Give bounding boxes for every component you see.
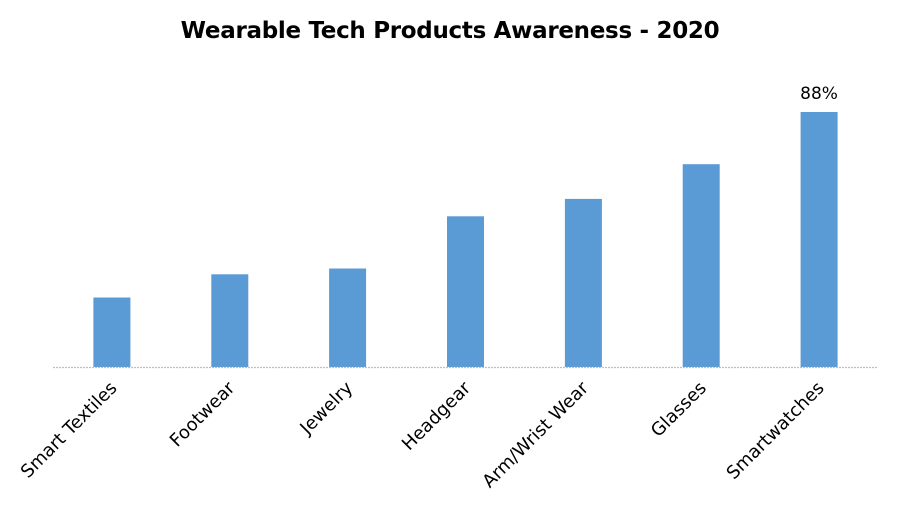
bar-jewelry — [329, 268, 367, 367]
x-tick-label-jewelry: Jewelry — [295, 377, 357, 439]
bar-smart-textiles — [93, 297, 131, 367]
bar-footwear — [211, 274, 249, 367]
data-label-smartwatches: 88% — [800, 84, 838, 104]
x-tick-label-arm-wrist-wear: Arm/Wrist Wear — [478, 377, 593, 492]
bar-glasses — [682, 164, 720, 367]
x-tick-labels: Smart Textiles Footwear Jewelry Headgear Arm… — [17, 377, 829, 492]
bar-headgear — [447, 216, 484, 367]
x-tick-label-glasses: Glasses — [647, 378, 711, 442]
x-tick-label-headgear: Headgear — [398, 377, 475, 454]
bar-smartwatches — [800, 112, 838, 367]
bar-arm-wrist-wear — [564, 198, 602, 367]
data-labels: 88% — [800, 84, 838, 104]
x-tick-label-smart-textiles: Smart Textiles — [17, 378, 122, 483]
x-tick-label-footwear: Footwear — [166, 377, 240, 451]
x-tick-label-smartwatches: Smartwatches — [723, 378, 829, 484]
chart-title: Wearable Tech Products Awareness - 2020 — [180, 18, 720, 44]
bars-group — [93, 112, 838, 367]
